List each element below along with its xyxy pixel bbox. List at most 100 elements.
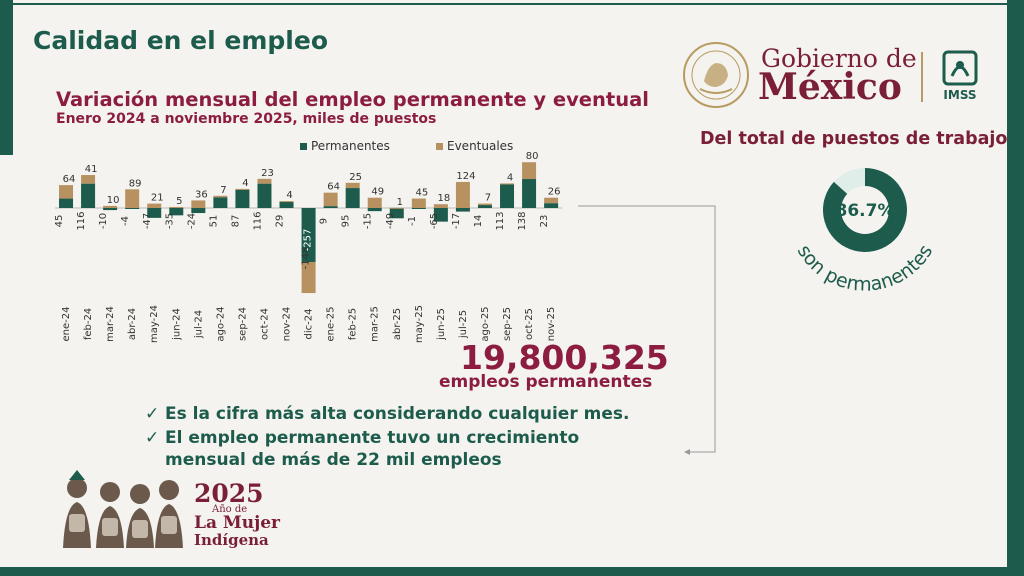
check-icon: ✓ (145, 404, 160, 424)
bar-permanentes (323, 206, 338, 208)
bar-eventuales (500, 183, 515, 185)
bar-eventuales (345, 182, 360, 189)
x-tick-label: ene-24 (61, 307, 72, 342)
data-label-eventuales: 23 (261, 168, 274, 179)
check-icon: ✓ (145, 428, 160, 448)
data-label-permanentes: -15 (363, 213, 374, 229)
bar-permanentes (279, 201, 294, 208)
bar-eventuales (389, 207, 404, 209)
bar-permanentes (522, 179, 537, 208)
top-rule (13, 3, 1007, 5)
gov-logo-line2: México (758, 66, 902, 108)
data-label-permanentes: -17 (451, 213, 462, 229)
data-label-eventuales: 49 (371, 187, 384, 198)
legend-eventuales: Eventuales (436, 139, 513, 153)
bullet-1: ✓ Es la cifra más alta considerando cualq… (145, 404, 629, 424)
data-label-permanentes: 23 (539, 215, 550, 228)
bar-eventuales (257, 178, 272, 184)
data-label-permanentes: -47 (142, 213, 153, 229)
data-label-permanentes: 45 (54, 215, 65, 228)
data-label-permanentes: 113 (495, 211, 506, 230)
data-label-eventuales: 7 (220, 185, 226, 196)
data-label-eventuales: 80 (526, 151, 539, 162)
bar-permanentes (433, 208, 448, 222)
bar-eventuales (103, 205, 118, 208)
x-tick-label: sep-25 (502, 307, 513, 341)
x-tick-label: feb-25 (348, 308, 359, 340)
data-label-eventuales: 64 (63, 174, 76, 185)
right-accent-band (1007, 0, 1024, 576)
x-tick-label: oct-25 (524, 308, 535, 340)
bullet-1-text: Es la cifra más alta considerando cualqu… (165, 404, 630, 424)
data-label-eventuales: 4 (286, 190, 292, 201)
data-label-permanentes: -10 (98, 213, 109, 229)
bar-permanentes (455, 208, 470, 212)
data-label-eventuales: 41 (85, 164, 98, 175)
bottom-accent-band (0, 567, 1024, 576)
legend-permanentes: Permanentes (300, 139, 390, 153)
data-label-permanentes: 14 (473, 215, 484, 228)
bar-permanentes (169, 208, 184, 216)
bar-eventuales (125, 189, 140, 208)
bar-eventuales (544, 197, 559, 204)
data-label-permanentes: 116 (76, 211, 87, 230)
bar-eventuales (411, 198, 426, 208)
x-tick-label: jul-24 (193, 310, 204, 339)
bar-permanentes (367, 208, 382, 212)
data-label-permanentes: 29 (275, 215, 286, 228)
data-label-eventuales: -148 (301, 247, 312, 270)
data-label-permanentes: -1 (407, 216, 418, 226)
data-label-permanentes: -257 (303, 229, 314, 252)
bar-permanentes (301, 208, 316, 262)
bar-eventuales (169, 206, 184, 208)
x-tick-label: abr-25 (392, 308, 403, 340)
footer-line2: La Mujer (194, 513, 280, 533)
left-accent-band (0, 0, 13, 155)
imss-logo-text: IMSS (943, 88, 976, 102)
legend-swatch-eventuales (436, 143, 443, 150)
data-label-eventuales: 4 (242, 178, 248, 189)
data-label-eventuales: 64 (327, 182, 340, 193)
data-label-permanentes: -65 (429, 213, 440, 229)
data-label-eventuales: 1 (397, 197, 403, 208)
bar-permanentes (147, 208, 162, 218)
bar-eventuales (522, 162, 537, 180)
government-seal-logo (683, 42, 749, 108)
legend-swatch-permanentes (300, 143, 307, 150)
logo-divider (921, 52, 923, 102)
data-label-permanentes: 87 (230, 215, 241, 228)
donut-title: Del total de puestos de trabajo (700, 129, 1008, 149)
chart-title: Variación mensual del empleo permanente … (56, 88, 649, 111)
x-tick-label: nov-24 (282, 307, 293, 341)
bar-permanentes (411, 208, 426, 209)
x-tick-label: feb-24 (83, 308, 94, 340)
bullet-2-continuation: mensual de más de 22 mil empleos (165, 450, 502, 470)
bar-permanentes (500, 184, 515, 208)
data-label-eventuales: 18 (438, 193, 451, 204)
data-label-eventuales: 89 (129, 178, 142, 189)
bar-eventuales (367, 197, 382, 208)
data-label-eventuales: 36 (195, 189, 208, 200)
x-tick-label: dic-24 (304, 309, 315, 340)
bullet-2-text: El empleo permanente tuvo un crecimiento (165, 428, 580, 448)
data-label-eventuales: 45 (415, 188, 428, 199)
bar-permanentes (125, 208, 140, 209)
data-label-eventuales: 26 (548, 187, 561, 198)
data-label-eventuales: 10 (107, 195, 120, 206)
x-tick-label: sep-24 (237, 307, 248, 341)
bar-eventuales (191, 200, 206, 208)
highlight-caption: empleos permanentes (439, 372, 653, 392)
data-label-eventuales: 4 (507, 172, 513, 183)
indigenous-women-illustration (63, 470, 183, 548)
data-label-permanentes: 116 (252, 211, 263, 230)
footer-line1: Año de (212, 504, 248, 515)
data-label-eventuales: 21 (151, 193, 164, 204)
bar-eventuales (455, 181, 470, 208)
footer-line3: Indígena (194, 531, 269, 549)
x-tick-label: abr-24 (127, 308, 138, 340)
bar-permanentes (103, 208, 118, 211)
chart-subtitle: Enero 2024 a noviembre 2025, miles de pu… (56, 111, 437, 127)
x-tick-label: ene-25 (326, 307, 337, 342)
bar-eventuales (301, 261, 316, 294)
highlight-number: 19,800,325 (460, 338, 669, 377)
